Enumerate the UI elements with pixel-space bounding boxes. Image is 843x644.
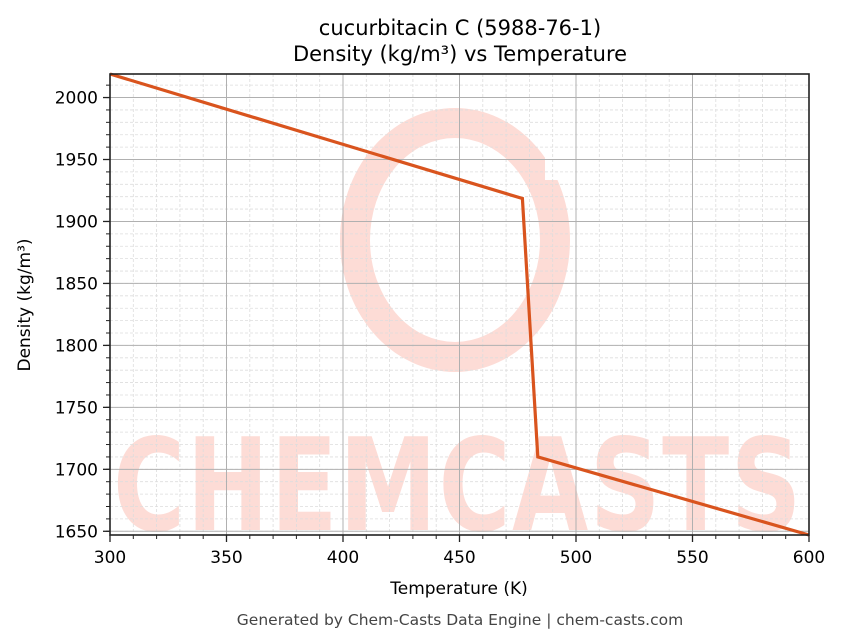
chart-title: cucurbitacin C (5988-76-1) [319,16,601,40]
y-tick-label: 1800 [55,336,98,356]
y-axis-label: Density (kg/m³) [15,238,35,371]
x-tick-label: 450 [443,548,475,568]
y-tick-label: 2000 [55,89,98,109]
x-tick-label: 600 [793,548,825,568]
y-tick-label: 1650 [55,522,98,542]
x-tick-label: 500 [560,548,592,568]
x-tick-labels: 300 350 400 450 500 550 600 [94,548,825,568]
x-tick-label: 300 [94,548,126,568]
y-tick-label: 1700 [55,460,98,480]
watermark-logo-ring [340,108,570,372]
axis-ticks [103,84,810,542]
watermark-text: CHEMCASTS [113,412,803,561]
y-tick-label: 1950 [55,151,98,171]
x-tick-label: 400 [327,548,359,568]
y-tick-label: 1850 [55,274,98,294]
x-tick-label: 350 [210,548,242,568]
watermark: CHEMCASTS [113,108,803,561]
y-tick-labels: 1650 1700 1750 1800 1850 1900 1950 2000 [55,89,98,543]
x-axis-label: Temperature (K) [389,579,528,599]
density-line [109,72,810,537]
chart-subtitle: Density (kg/m³) vs Temperature [293,42,627,66]
x-tick-label: 550 [676,548,708,568]
footer-credit: Generated by Chem-Casts Data Engine | ch… [237,611,683,629]
y-tick-label: 1900 [55,212,98,232]
y-tick-label: 1750 [55,398,98,418]
